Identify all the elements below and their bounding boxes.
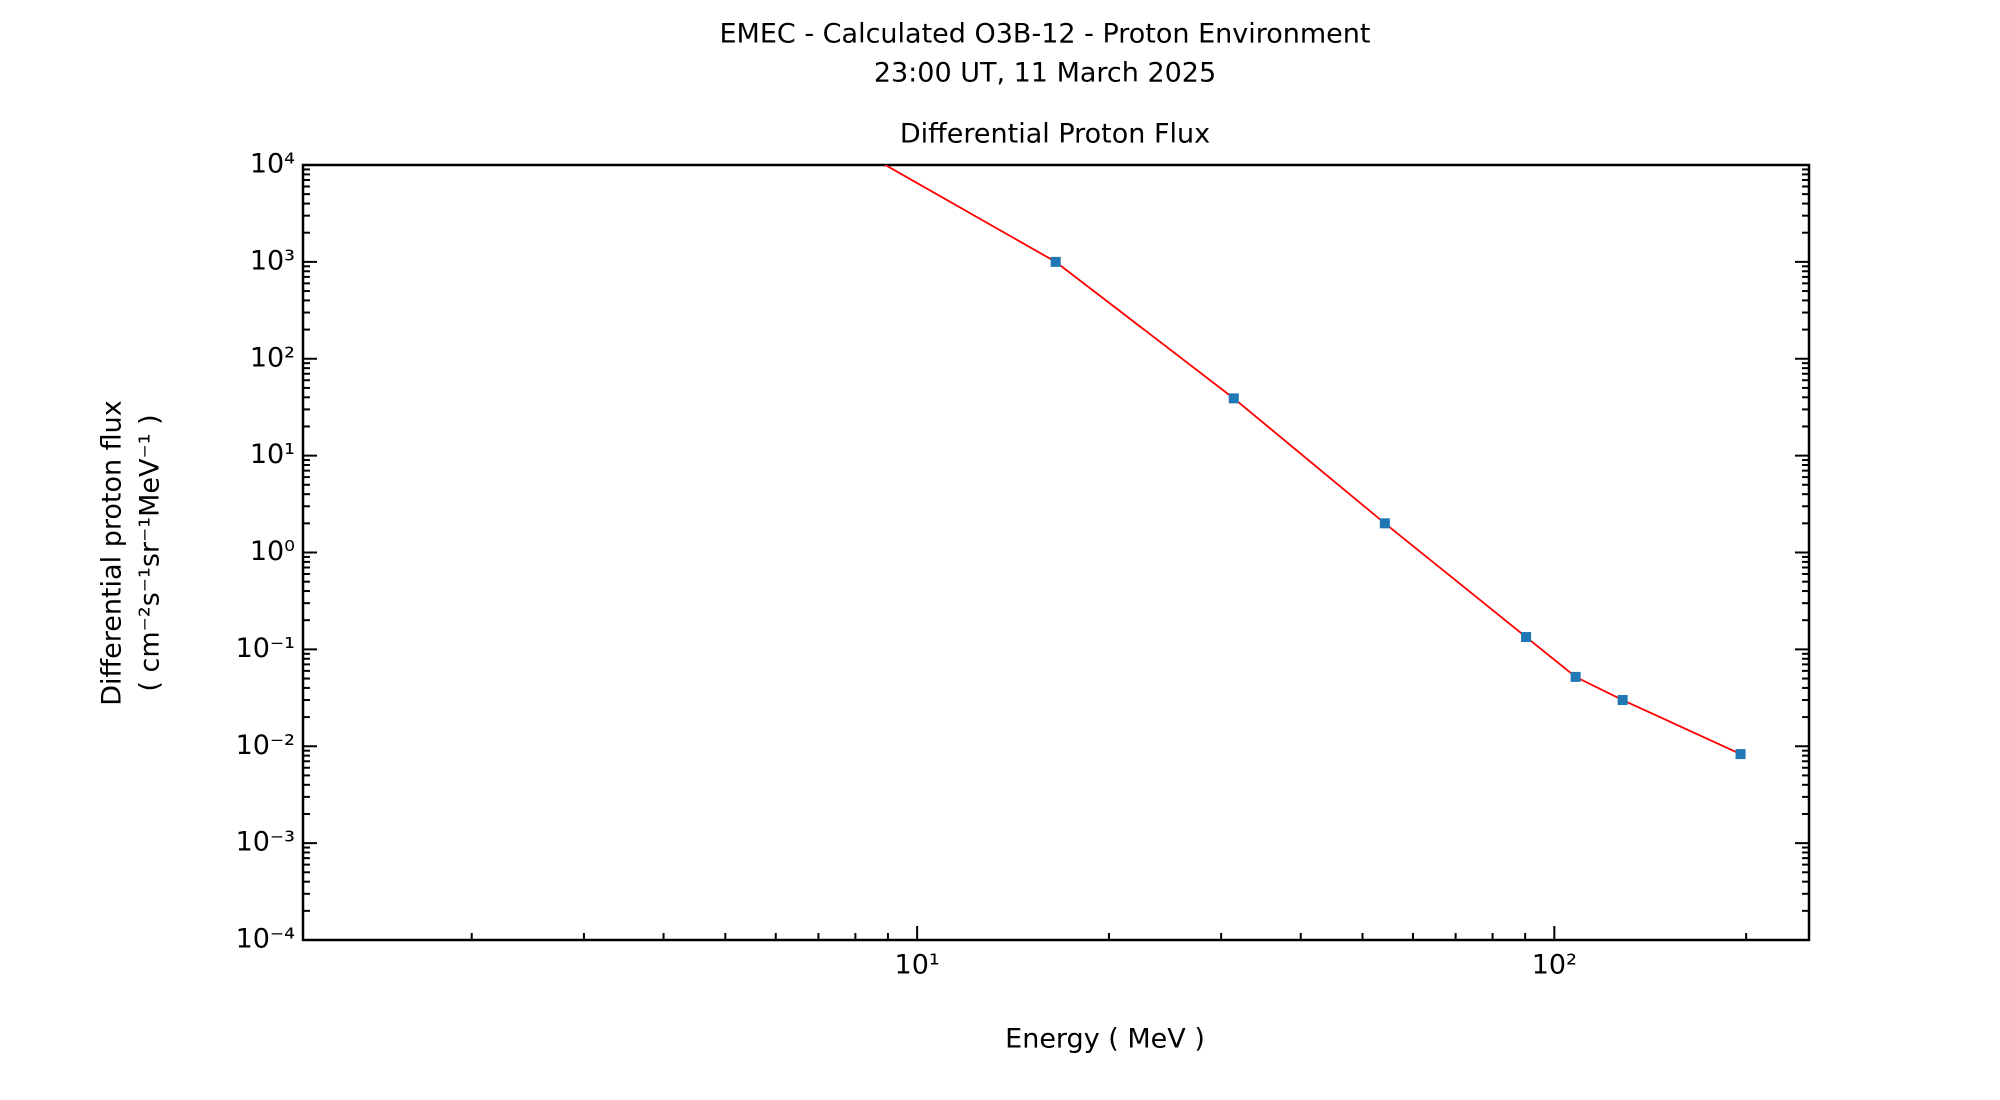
data-point	[1570, 671, 1581, 682]
y-axis-label: Differential proton flux	[97, 400, 128, 706]
x-axis-label: Energy ( MeV )	[1005, 1024, 1205, 1055]
y-tick-label: 10⁻⁴	[236, 924, 295, 955]
data-point	[1379, 518, 1390, 529]
data-point	[1735, 749, 1746, 760]
y-tick-label: 10⁰	[250, 536, 295, 567]
y-tick-label: 10⁻¹	[236, 633, 295, 664]
data-line	[883, 165, 1741, 755]
axes-title: Differential Proton Flux	[900, 119, 1210, 150]
y-tick-label: 10²	[250, 342, 295, 373]
y-axis-units: ( cm⁻²s⁻¹sr⁻¹MeV⁻¹ )	[135, 414, 166, 691]
plot-area	[771, 98, 1746, 760]
data-point	[1521, 632, 1532, 643]
data-point	[1050, 256, 1061, 267]
x-tick-label: 10²	[1532, 950, 1577, 981]
data-point	[771, 98, 781, 108]
data-point	[1617, 695, 1628, 706]
chart-subtitle: 23:00 UT, 11 March 2025	[874, 58, 1216, 89]
y-tick-label: 10⁻²	[236, 730, 295, 761]
y-tick-label: 10¹	[250, 439, 295, 470]
plot-frame	[301, 163, 1811, 942]
y-tick-label: 10⁻³	[236, 827, 295, 858]
x-tick-label: 10¹	[895, 950, 940, 981]
y-tick-label: 10³	[250, 245, 295, 276]
data-point	[1228, 393, 1239, 404]
chart-title: EMEC - Calculated O3B-12 - Proton Enviro…	[720, 19, 1371, 50]
y-tick-label: 10⁴	[250, 149, 295, 180]
